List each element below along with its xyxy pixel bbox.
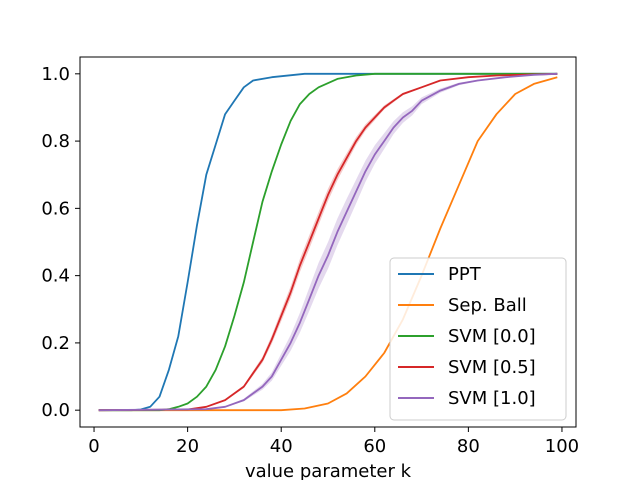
legend-box: [389, 257, 567, 421]
x-tick-label: 0: [88, 436, 99, 457]
legend-label-svm-1-0: SVM [1.0]: [448, 388, 536, 409]
x-tick-label: 60: [363, 436, 386, 457]
legend-label-svm-0-5: SVM [0.5]: [448, 357, 536, 378]
x-tick-label: 100: [545, 436, 579, 457]
y-tick-label: 0.2: [41, 333, 70, 354]
legend-label-svm-0-0: SVM [0.0]: [448, 326, 536, 347]
line-svm-1-0: [98, 72, 558, 412]
series-lines: [98, 72, 558, 412]
x-tick-label: 80: [457, 436, 480, 457]
x-tick-label: 20: [176, 436, 199, 457]
line-svm-0-0: [98, 72, 558, 412]
legend-label-sep-ball: Sep. Ball: [448, 295, 527, 316]
y-tick-label: 0.8: [41, 131, 70, 152]
y-tick-label: 0.6: [41, 198, 70, 219]
y-axis-ticks: 0.0 0.2 0.4 0.6 0.8 1.0: [41, 64, 80, 421]
y-tick-label: 0.0: [41, 400, 70, 421]
x-axis-label: value parameter k: [245, 461, 412, 480]
legend: PPT Sep. Ball SVM [0.0] SVM [0.5] SVM [1.0]: [389, 257, 567, 421]
y-tick-label: 1.0: [41, 64, 70, 85]
y-tick-label: 0.4: [41, 266, 70, 287]
line-ppt: [98, 72, 558, 412]
x-axis-ticks: 0 20 40 60 80 100: [88, 427, 579, 457]
line-svm-0-5: [98, 72, 558, 412]
plot-frame: [79, 56, 577, 428]
x-tick-label: 40: [270, 436, 293, 457]
legend-label-ppt: PPT: [448, 264, 482, 285]
